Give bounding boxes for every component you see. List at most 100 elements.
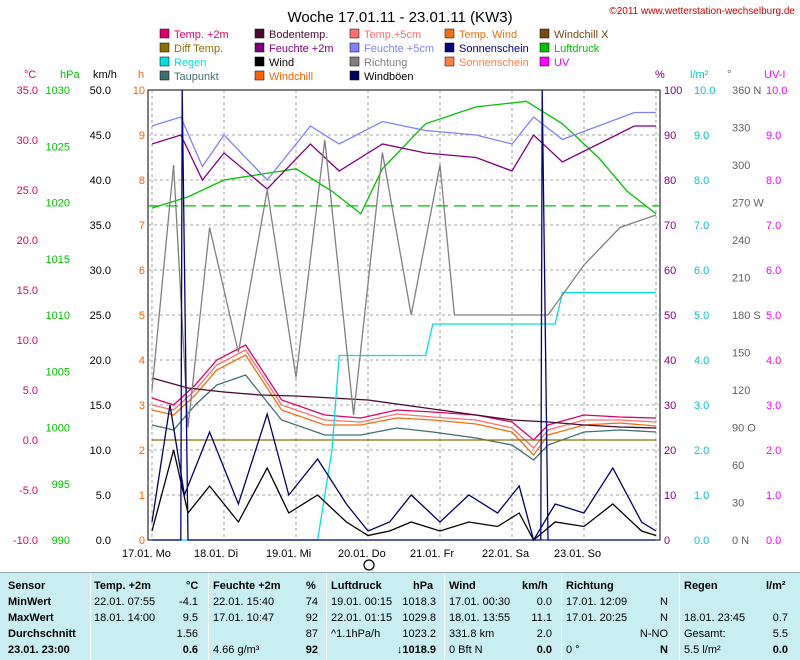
panel-cell-wind-t: 17.01. 00:30 [449, 596, 511, 608]
x-tick-label: 18.01. Di [194, 548, 238, 560]
axis-unit-label: °C [24, 69, 36, 81]
panel-divider [561, 573, 562, 660]
panel-cell-rain-t: Gesamt: [684, 628, 726, 640]
legend-swatch [254, 70, 265, 81]
panel-cell-press-v: ↓1018.9 [396, 644, 436, 656]
axis-unit-label: l/m² [690, 69, 709, 81]
axis-tick-label: 0 [664, 535, 670, 547]
axis-tick-label: 1010 [46, 310, 70, 322]
series-line [151, 377, 657, 429]
panel-cell-dir-v: N-NO [639, 628, 668, 640]
axis-tick-label: 0.0 [96, 535, 111, 547]
series-line [151, 374, 657, 461]
axis-tick-label: 4.0 [766, 355, 781, 367]
axis-tick-label: 1000 [46, 423, 70, 435]
axis-tick-label: 25.0 [90, 310, 111, 322]
panel-cell-rain-v: 0.7 [772, 612, 788, 624]
axis-tick-label: 30 [664, 400, 676, 412]
axis-tick-label: 10 [133, 85, 145, 97]
axis-tick-label: 5.0 [766, 310, 781, 322]
axis-tick-label: 45.0 [90, 130, 111, 142]
legend-swatch [349, 70, 360, 81]
axis-tick-label: 2 [139, 445, 145, 457]
axis-tick-label: 300 [732, 160, 750, 172]
axis-tick-label: 1015 [46, 254, 70, 266]
panel-cell-wind-v: 2.0 [536, 628, 552, 640]
panel-cell-dir-t: 0 ° [566, 644, 580, 656]
legend-swatch [349, 28, 360, 39]
axis-tick-label: 210 [732, 273, 750, 285]
panel-divider [444, 573, 445, 660]
panel-cell-hum-v: 74 [305, 596, 318, 608]
panel-divider [679, 573, 680, 660]
axis-unit-label: % [655, 69, 665, 81]
axis-tick-label: 3 [139, 400, 145, 412]
copyright: ©2011 www.wetterstation-wechselburg.de [609, 6, 795, 17]
axis-unit-label: km/h [93, 69, 117, 81]
axis-tick-label: 270 W [732, 198, 764, 210]
panel-cell-hum-t: 22.01. 15:40 [213, 596, 275, 608]
axis-tick-label: 90 O [732, 423, 756, 435]
axis-tick-label: 10.0 [90, 445, 111, 457]
axis-tick-label: -10.0 [13, 535, 38, 547]
axis-tick-label: 150 [732, 348, 750, 360]
plot-area: 17.01. Mo 18.01. Di 19.01. Mi 20.01. Do 21.0… [122, 89, 661, 571]
series-line [152, 89, 656, 541]
panel-header: Wind [449, 580, 476, 592]
legend-swatch [444, 28, 455, 39]
panel-cell-dir-t: 17.01. 12:09 [566, 596, 628, 608]
panel-divider [90, 573, 91, 660]
panel-cell-wind-v: 11.1 [531, 612, 552, 624]
panel-header: km/h [522, 580, 548, 592]
panel-divider [326, 573, 327, 660]
legend-swatch [539, 28, 550, 39]
panel-cell-temp-t: 22.01. 07:55 [94, 596, 156, 608]
axis-tick-label: 7.0 [766, 220, 781, 232]
panel-header: % [306, 580, 316, 592]
panel-cell-rain-v: 0.0 [772, 644, 788, 656]
series-line [151, 344, 657, 441]
axis-tick-label: 1.0 [766, 490, 781, 502]
panel-cell-temp-v: 0.6 [182, 644, 198, 656]
axis-tick-label: 5.0 [23, 385, 38, 397]
axis-tick-label: 4.0 [694, 355, 709, 367]
axis-tick-label: 20.0 [90, 355, 111, 367]
panel-cell-dir-v: N [660, 612, 668, 624]
panel-header: hPa [413, 580, 434, 592]
legend-swatch [254, 42, 265, 53]
legend-label: Diff Temp. [174, 43, 223, 55]
chart-title: Woche 17.01.11 - 23.01.11 (KW3) [287, 9, 512, 26]
legend-label: UV [554, 57, 570, 69]
axis-tick-label: 50.0 [90, 85, 111, 97]
legend-swatch [159, 56, 170, 67]
legend-swatch [159, 70, 170, 81]
axis-tick-label: 180 S [732, 310, 761, 322]
panel-cell-press-v: 1023.2 [402, 628, 436, 640]
panel-cell-press-t: 22.01. 01:15 [331, 612, 393, 624]
axis-tick-label: 990 [52, 535, 70, 547]
legend-label: Temp. Wind [459, 29, 517, 41]
axis-tick-label: 0.0 [23, 435, 38, 447]
legend-label: Temp. +2m [174, 29, 229, 41]
legend-label: Richtung [364, 57, 407, 69]
series-line [151, 125, 656, 190]
axis-tick-label: 1030 [46, 85, 70, 97]
axis-tick-label: 0 [139, 535, 145, 547]
panel-header: Regen [684, 580, 718, 592]
axis-tick-label: 80 [664, 175, 676, 187]
x-tick-label: 17.01. Mo [122, 548, 171, 560]
legend-swatch [254, 56, 265, 67]
panel-cell-label: 23.01. 23:00 [8, 644, 70, 656]
axis-tick-label: 240 [732, 235, 750, 247]
axis-tick-label: 60 [732, 460, 744, 472]
panel-header: l/m² [766, 580, 786, 592]
legend-label: Wind [269, 57, 294, 69]
axis-tick-label: 3.0 [766, 400, 781, 412]
panel-cell-dir-v: N [660, 596, 668, 608]
series-line [151, 100, 657, 215]
axis-tick-label: 2.0 [766, 445, 781, 457]
legend-label: Sonnenschein [459, 57, 529, 69]
axis-tick-label: 1020 [46, 198, 70, 210]
x-tick-label: 22.01. Sa [482, 548, 530, 560]
panel-cell-wind-t: 0 Bft N [449, 644, 483, 656]
